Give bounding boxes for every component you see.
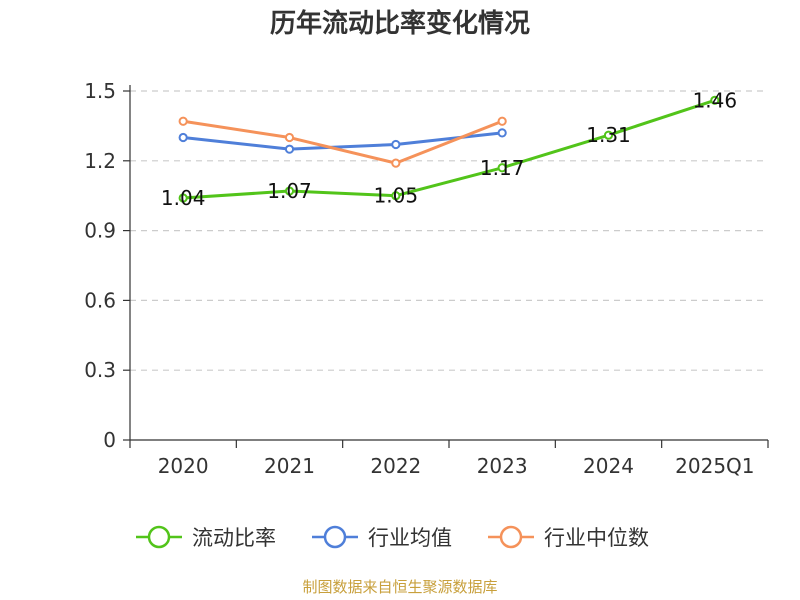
legend-label: 流动比率 [192, 526, 276, 550]
axes [123, 85, 769, 448]
data-label: 1.05 [374, 184, 419, 208]
x-tick-label: 2024 [583, 454, 634, 478]
legend-label: 行业均值 [368, 526, 452, 550]
series-line-2 [182, 119, 503, 165]
data-labels: 1.04 1.07 1.05 1.17 1.31 1.46 [161, 88, 737, 210]
data-point [497, 116, 507, 126]
data-point [284, 144, 295, 154]
chart-title: 历年流动比率变化情况 [270, 8, 530, 39]
data-point [178, 132, 188, 143]
x-tick-label: 2021 [264, 454, 315, 478]
data-point [603, 130, 614, 140]
y-tick-label: 0 [103, 428, 116, 452]
legend-marker [323, 525, 347, 549]
y-tick-label: 0.6 [84, 288, 116, 312]
y-tick-label: 0.9 [84, 219, 116, 243]
data-point [710, 95, 720, 105]
data-label: 1.46 [693, 88, 738, 112]
legend-marker [499, 525, 523, 549]
data-point [284, 186, 295, 196]
x-tick-label: 2025Q1 [675, 454, 754, 478]
x-axis-labels: 2020 2021 2022 2023 2024 2025Q1 [158, 454, 755, 478]
data-point [497, 163, 507, 173]
series-line-1 [183, 131, 503, 151]
data-point [284, 132, 295, 143]
data-point [178, 193, 188, 203]
data-point [391, 158, 401, 168]
data-point [178, 116, 188, 126]
y-tick-label: 0.3 [84, 358, 116, 382]
legend-label: 行业中位数 [544, 526, 649, 550]
y-tick-label: 1.5 [84, 79, 116, 103]
legend-marker [147, 525, 171, 549]
x-tick-label: 2022 [370, 454, 421, 478]
series-line-0 [183, 98, 716, 200]
gridlines [130, 90, 768, 371]
legend: 流动比率 行业均值 行业中位数 [136, 525, 649, 550]
data-point [391, 139, 401, 150]
data-label: 1.07 [267, 179, 312, 203]
y-tick-label: 1.2 [84, 149, 116, 173]
data-label: 1.04 [161, 186, 206, 210]
data-point [497, 128, 507, 138]
data-label: 1.17 [480, 156, 525, 180]
y-axis-labels: 0 0.3 0.6 0.9 1.2 1.5 [84, 79, 116, 452]
series-lines [178, 95, 720, 203]
x-tick-label: 2023 [477, 454, 528, 478]
x-tick-label: 2020 [158, 454, 209, 478]
data-point [391, 191, 401, 201]
data-label: 1.31 [586, 123, 631, 147]
source-note: 制图数据来自恒生聚源数据库 [302, 578, 497, 596]
